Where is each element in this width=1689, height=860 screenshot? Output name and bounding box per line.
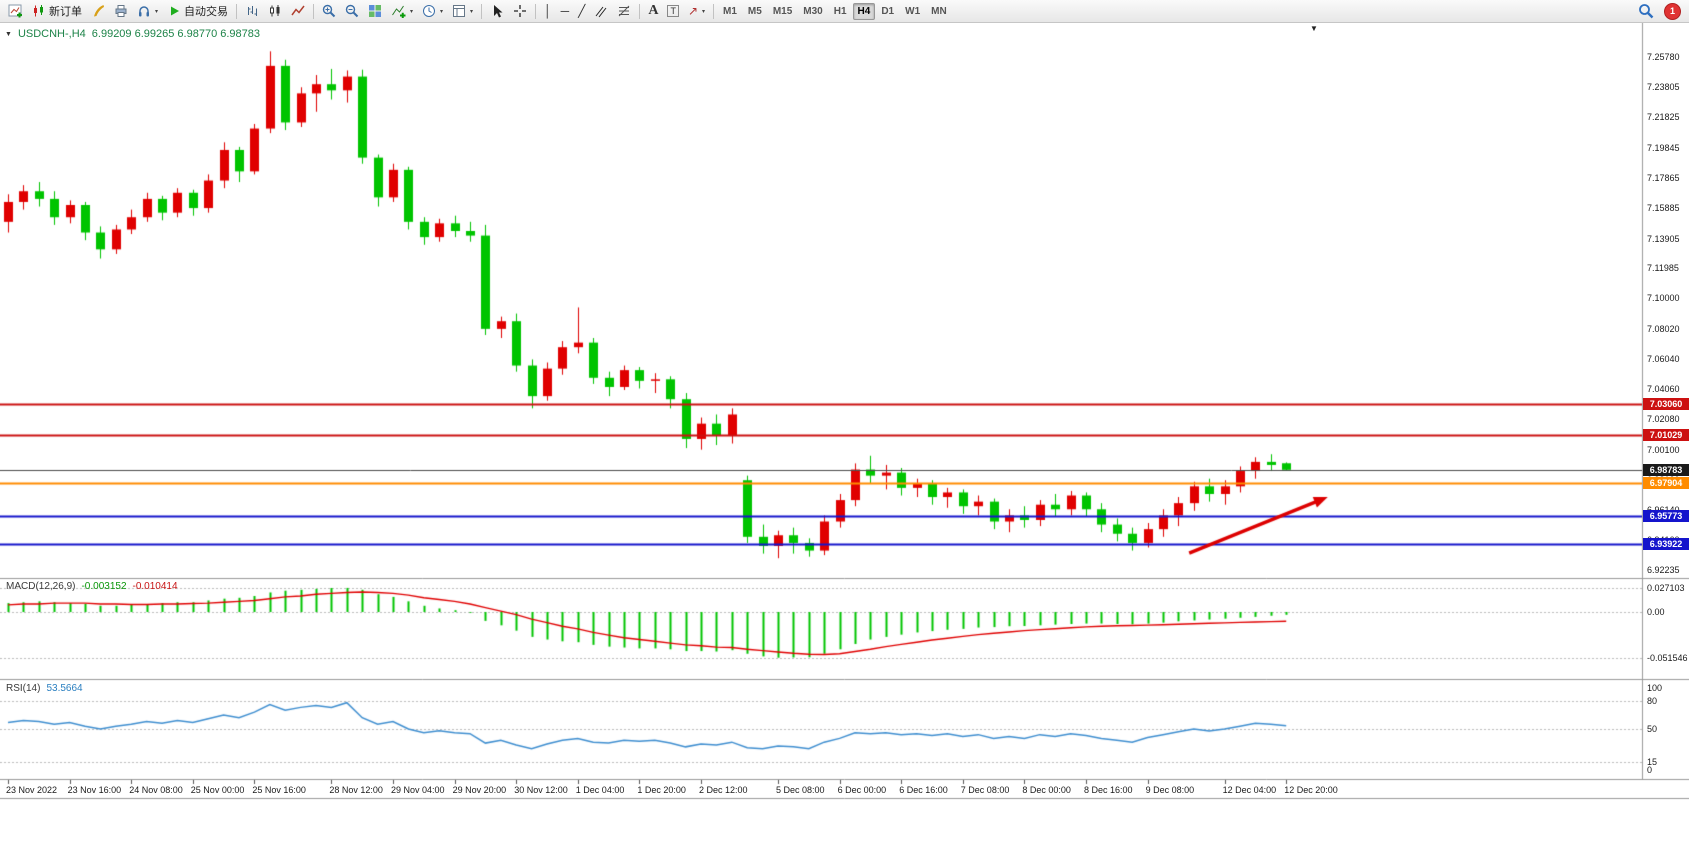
bar-chart-icon — [248, 6, 258, 16]
auto-trading-button[interactable]: 自动交易 — [163, 0, 232, 22]
zoom-in-button[interactable] — [318, 0, 340, 22]
indicators-button[interactable]: ▾ — [387, 0, 417, 22]
chart-ohlc: 6.99209 6.99265 6.98770 6.98783 — [91, 28, 260, 40]
macd-value-signal: -0.010414 — [132, 581, 178, 592]
tile-windows-button[interactable] — [364, 0, 386, 22]
chart-header: ▼ USDCNH-,H4 6.99209 6.99265 6.98770 6.9… — [5, 28, 260, 40]
indicators-icon — [392, 5, 406, 18]
new-chart-button[interactable] — [4, 0, 27, 22]
cursor-button[interactable] — [486, 0, 508, 22]
arrows-button[interactable]: ↗ ▾ — [684, 0, 709, 22]
channel-button[interactable] — [590, 0, 612, 22]
bar-chart-button[interactable] — [241, 0, 263, 22]
auto-trading-label: 自动交易 — [184, 6, 229, 18]
vertical-line-button[interactable]: │ — [540, 0, 556, 22]
print-button[interactable] — [110, 0, 132, 22]
new-chart-icon — [8, 4, 22, 18]
timeframe-button-h4[interactable]: H4 — [852, 2, 876, 20]
trendline-button[interactable]: ╱ — [574, 0, 589, 22]
crosshair-icon — [514, 5, 527, 17]
vertical-line-icon: │ — [544, 4, 552, 18]
timeframe-button-d1[interactable]: D1 — [876, 3, 899, 20]
text-icon: A — [648, 3, 659, 18]
headset-icon — [139, 6, 149, 17]
horizontal-line-button[interactable]: ─ — [557, 0, 574, 22]
search-icon — [1639, 4, 1654, 19]
zoom-in-icon — [322, 4, 336, 18]
chevron-down-icon: ▾ — [470, 8, 474, 15]
timeframe-button-h1[interactable]: H1 — [829, 3, 852, 20]
cursor-icon — [494, 5, 503, 18]
timeframe-button-m1[interactable]: M1 — [718, 3, 742, 20]
quill-button[interactable] — [87, 0, 109, 22]
search-button[interactable] — [1634, 0, 1658, 22]
one-click-expand-icon[interactable]: ▼ — [5, 30, 12, 38]
rsi-value: 53.5664 — [46, 683, 83, 694]
toolbar-separator — [713, 3, 715, 19]
timeframe-button-m5[interactable]: M5 — [743, 3, 767, 20]
channel-icon — [595, 6, 607, 18]
macd-label: MACD(12,26,9) -0.003152 -0.010414 — [6, 581, 178, 592]
toolbar-separator — [236, 3, 238, 19]
fibonacci-button[interactable] — [613, 0, 635, 22]
new-order-icon — [34, 5, 43, 17]
fibonacci-icon — [618, 5, 630, 17]
line-chart-button[interactable] — [287, 0, 309, 22]
rsi-label: RSI(14) 53.5664 — [6, 683, 83, 694]
candlestick-chart-icon — [270, 5, 280, 17]
tile-windows-icon — [369, 5, 382, 17]
toolbar-separator — [313, 3, 315, 19]
shift-marker-icon[interactable]: ▼ — [1310, 24, 1318, 33]
macd-value-main: -0.003152 — [81, 581, 127, 592]
quill-icon — [94, 5, 104, 17]
chart-title: USDCNH-,H4 — [17, 28, 86, 40]
timeframe-button-m30[interactable]: M30 — [798, 3, 827, 20]
chevron-down-icon: ▾ — [702, 8, 706, 15]
timeframe-button-w1[interactable]: W1 — [900, 3, 925, 20]
chevron-down-icon: ▾ — [440, 8, 444, 15]
chevron-down-icon: ▾ — [155, 8, 159, 15]
rsi-name: RSI(14) — [6, 683, 41, 694]
text-label-button[interactable]: T — [663, 0, 683, 22]
chevron-down-icon: ▾ — [410, 8, 414, 15]
text-button[interactable]: A — [644, 0, 662, 22]
arrows-icon: ↗ — [687, 4, 698, 18]
toolbar: 新订单 ▾ 自动交易 ▾ ▾ ▾ — [0, 0, 1689, 23]
new-order-label: 新订单 — [49, 6, 82, 18]
zoom-out-icon — [345, 4, 359, 18]
candlestick-chart-button[interactable] — [264, 0, 286, 22]
horizontal-line-icon: ─ — [560, 4, 570, 18]
template-button[interactable]: ▾ — [448, 0, 477, 22]
timeframe-button-m15[interactable]: M15 — [768, 3, 797, 20]
zoom-out-button[interactable] — [341, 0, 363, 22]
support-button[interactable]: ▾ — [133, 0, 162, 22]
line-chart-icon — [291, 5, 305, 16]
crosshair-button[interactable] — [509, 0, 531, 22]
text-label-icon: T — [667, 5, 679, 17]
new-order-button[interactable]: 新订单 — [28, 0, 86, 22]
notification-badge[interactable]: 1 — [1664, 2, 1681, 20]
timeframe-button-mn[interactable]: MN — [926, 3, 952, 20]
macd-name: MACD(12,26,9) — [6, 581, 76, 592]
trendline-icon: ╱ — [578, 4, 586, 18]
auto-trading-icon — [171, 6, 180, 16]
template-icon — [453, 5, 466, 17]
print-icon — [115, 5, 127, 17]
toolbar-separator — [639, 3, 641, 19]
clock-icon — [423, 5, 436, 17]
toolbar-separator — [481, 3, 483, 19]
toolbar-separator — [535, 3, 537, 19]
periods-button[interactable]: ▾ — [418, 0, 447, 22]
